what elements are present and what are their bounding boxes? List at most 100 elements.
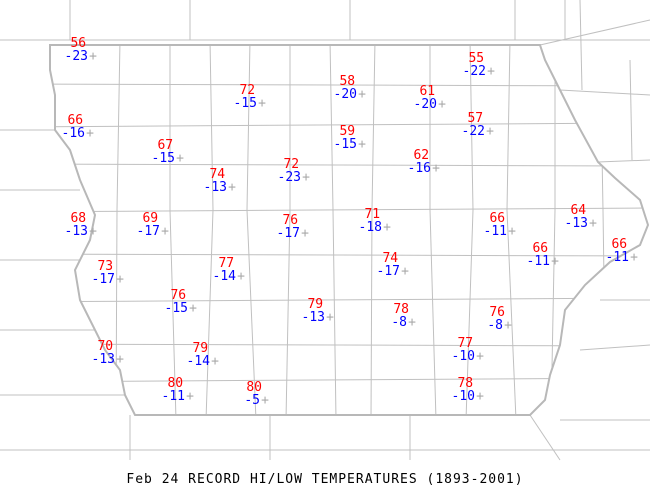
record-high: 74 bbox=[209, 167, 225, 182]
station: +-876 bbox=[487, 305, 512, 333]
record-high: 73 bbox=[97, 259, 113, 274]
county-line bbox=[115, 45, 121, 415]
county-line bbox=[169, 45, 177, 415]
record-low: -5 bbox=[244, 393, 260, 408]
station-marker-icon: + bbox=[211, 354, 219, 369]
record-high: 72 bbox=[283, 157, 299, 172]
record-high: 56 bbox=[70, 36, 86, 51]
station-marker-icon: + bbox=[476, 389, 484, 404]
record-low: -8 bbox=[487, 318, 503, 333]
county-line bbox=[465, 45, 474, 415]
neighbor-line bbox=[559, 89, 650, 96]
station-marker-icon: + bbox=[504, 318, 512, 333]
record-low: -10 bbox=[452, 349, 475, 364]
station-marker-icon: + bbox=[89, 224, 97, 239]
record-high: 78 bbox=[393, 302, 409, 317]
record-high: 59 bbox=[339, 124, 355, 139]
record-low: -15 bbox=[234, 96, 257, 111]
neighbor-state-lines bbox=[0, 0, 650, 461]
record-low: -17 bbox=[277, 226, 300, 241]
county-line bbox=[429, 45, 437, 415]
record-high: 80 bbox=[246, 380, 262, 395]
record-low: -13 bbox=[302, 310, 325, 325]
record-low: -8 bbox=[391, 315, 407, 330]
record-high: 72 bbox=[239, 83, 255, 98]
station-marker-icon: + bbox=[358, 137, 366, 152]
county-lines bbox=[50, 45, 648, 415]
station-marker-icon: + bbox=[258, 96, 266, 111]
county-line bbox=[50, 377, 648, 383]
record-low: -13 bbox=[92, 352, 115, 367]
record-high: 74 bbox=[382, 251, 398, 266]
record-low: -17 bbox=[92, 272, 115, 287]
county-line bbox=[50, 343, 648, 347]
record-high: 67 bbox=[157, 138, 173, 153]
record-high: 76 bbox=[170, 288, 186, 303]
county-line bbox=[246, 45, 257, 415]
county-line bbox=[599, 45, 607, 415]
record-low: -22 bbox=[463, 64, 486, 79]
record-low: -10 bbox=[452, 389, 475, 404]
station: +-580 bbox=[244, 380, 269, 408]
record-low: -20 bbox=[414, 97, 437, 112]
record-low: -14 bbox=[187, 354, 211, 369]
station-marker-icon: + bbox=[438, 97, 446, 112]
station-marker-icon: + bbox=[551, 254, 559, 269]
county-line bbox=[329, 45, 337, 415]
station-marker-icon: + bbox=[589, 216, 597, 231]
county-line bbox=[506, 45, 517, 415]
station-marker-icon: + bbox=[432, 161, 440, 176]
county-line bbox=[550, 45, 556, 415]
record-high: 77 bbox=[218, 256, 234, 271]
record-low: -11 bbox=[484, 224, 507, 239]
station-marker-icon: + bbox=[358, 87, 366, 102]
record-low: -14 bbox=[213, 269, 237, 284]
record-high: 77 bbox=[457, 336, 473, 351]
record-high: 61 bbox=[419, 84, 435, 99]
neighbor-line bbox=[529, 414, 561, 461]
record-low: -11 bbox=[527, 254, 550, 269]
record-high: 64 bbox=[570, 203, 586, 218]
station-marker-icon: + bbox=[326, 310, 334, 325]
record-high: 80 bbox=[167, 376, 183, 391]
station-marker-icon: + bbox=[408, 315, 416, 330]
iowa-state-border bbox=[49, 44, 650, 416]
station-marker-icon: + bbox=[116, 352, 124, 367]
record-high: 79 bbox=[307, 297, 323, 312]
record-high: 76 bbox=[489, 305, 505, 320]
station-marker-icon: + bbox=[486, 124, 494, 139]
record-low: -16 bbox=[62, 126, 85, 141]
station-marker-icon: + bbox=[383, 220, 391, 235]
station-marker-icon: + bbox=[508, 224, 516, 239]
record-high: 66 bbox=[489, 211, 505, 226]
county-line bbox=[50, 83, 648, 87]
record-low: -17 bbox=[377, 264, 400, 279]
record-low: -11 bbox=[162, 389, 185, 404]
record-high: 68 bbox=[70, 211, 86, 226]
record-high: 55 bbox=[468, 51, 484, 66]
record-high: 58 bbox=[339, 74, 355, 89]
station-marker-icon: + bbox=[228, 180, 236, 195]
record-high: 69 bbox=[142, 211, 158, 226]
record-low: -11 bbox=[606, 250, 629, 265]
station-marker-icon: + bbox=[237, 269, 245, 284]
record-high: 78 bbox=[457, 376, 473, 391]
